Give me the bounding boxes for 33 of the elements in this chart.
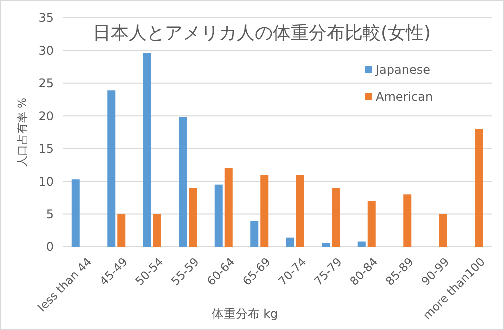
y-axis-title: 人口占有率 % — [16, 98, 29, 167]
y-tick-label: 25 — [38, 76, 54, 91]
bar — [358, 242, 366, 247]
bar — [286, 238, 294, 247]
y-tick-label: 5 — [46, 207, 54, 222]
bar — [118, 214, 126, 247]
bar — [72, 180, 80, 247]
bar — [224, 168, 233, 247]
bar — [153, 214, 162, 247]
y-tick-label: 15 — [38, 142, 54, 156]
bar — [108, 90, 116, 247]
bar — [189, 188, 198, 247]
bar — [214, 184, 223, 247]
y-tick-label: 30 — [38, 44, 54, 58]
bar — [143, 53, 152, 247]
bar — [296, 175, 304, 247]
legend-label: Japanese — [375, 63, 430, 78]
bar — [404, 194, 412, 247]
y-tick-label: 0 — [46, 240, 54, 254]
bar — [439, 214, 448, 247]
chart-title: 日本人とアメリカ人の体重分布比較(女性) — [92, 23, 432, 44]
x-axis-title: 体重分布 kg — [212, 307, 278, 321]
y-tick-label: 10 — [38, 174, 54, 189]
bar — [368, 201, 376, 247]
bar — [260, 175, 269, 247]
bar — [179, 117, 188, 247]
bar — [322, 243, 330, 247]
legend-label: American — [376, 90, 434, 104]
bar — [332, 188, 340, 247]
bar — [250, 221, 259, 247]
y-tick-label: 35 — [38, 11, 54, 26]
y-tick-label: 20 — [38, 109, 54, 124]
bar — [475, 129, 484, 247]
